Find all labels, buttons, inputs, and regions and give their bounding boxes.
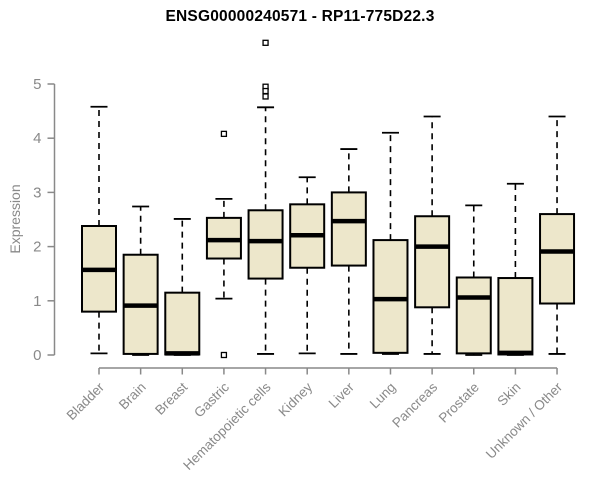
boxplot-bladder [81, 105, 117, 355]
boxplot-hematopoietic-cells [247, 39, 284, 355]
boxplot-skin [497, 182, 534, 356]
iqr-box [164, 291, 201, 356]
x-tick-label: Unknown / Other [483, 379, 566, 462]
boxplot-kidney [289, 176, 326, 355]
boxplot-gastric [205, 130, 242, 359]
iqr-box [247, 209, 284, 280]
iqr-box [330, 191, 367, 267]
iqr-box [539, 213, 576, 305]
x-tick-label: Skin [494, 380, 523, 409]
x-tick-label: Prostate [436, 380, 482, 426]
outlier-point [220, 351, 228, 359]
y-axis: 0 1 2 3 4 5 [33, 76, 56, 364]
y-tick-label: 3 [33, 184, 41, 201]
x-tick-label: Kidney [276, 379, 316, 419]
iqr-box [414, 215, 451, 309]
iqr-box [455, 276, 492, 355]
boxplot-brain [122, 205, 159, 356]
y-tick-label: 1 [33, 293, 41, 310]
iqr-box [497, 277, 534, 356]
chart-title: ENSG00000240571 - RP11-775D22.3 [165, 8, 435, 25]
boxplot-liver [330, 148, 367, 355]
boxplot-prostate [455, 204, 492, 356]
outlier-point [220, 130, 228, 138]
x-tick-label: Pancreas [389, 379, 440, 430]
x-tick-label: Brain [116, 380, 149, 413]
y-tick-label: 5 [33, 76, 41, 93]
boxplot-unknown-other [539, 115, 576, 355]
y-tick-label: 2 [33, 239, 41, 256]
y-tick-label: 4 [33, 130, 41, 147]
x-tick-label: Liver [326, 379, 358, 411]
x-tick-label: Lung [367, 380, 399, 412]
iqr-box [372, 239, 409, 354]
outlier-point [262, 39, 269, 46]
x-tick-label: Gastric [191, 379, 232, 420]
boxplot-pancreas [414, 115, 451, 355]
outlier-point [262, 87, 269, 95]
y-tick-label: 0 [33, 347, 41, 364]
boxplot-breast [164, 218, 201, 356]
x-tick-label: Breast [152, 379, 190, 417]
boxplot-lung [372, 131, 409, 355]
outlier-point [262, 93, 269, 100]
x-tick-label: Bladder [64, 379, 108, 423]
